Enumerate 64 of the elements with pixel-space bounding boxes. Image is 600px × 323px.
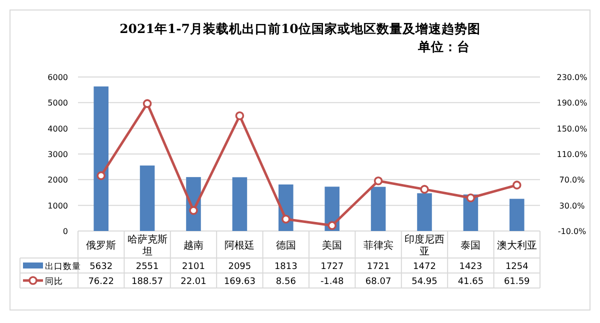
data-label: 1423 <box>459 262 482 272</box>
bar <box>140 166 155 231</box>
legend-label: 同比 <box>45 276 63 287</box>
x-tick-label: 德国 <box>276 240 296 252</box>
data-label: 1813 <box>274 262 298 272</box>
x-tick-label: 阿根廷 <box>224 240 255 252</box>
y-tick-label: 3000 <box>48 150 68 159</box>
y2-tick-label: 190.0% <box>556 98 588 108</box>
point <box>328 221 336 230</box>
x-tick-label: 印度尼西亚 <box>404 234 444 258</box>
data-label: 1472 <box>413 262 436 272</box>
x-tick-label: 美国 <box>322 240 342 252</box>
y-tick-label: 6000 <box>48 73 68 82</box>
data-label: 68.07 <box>365 277 392 287</box>
data-label: 2095 <box>228 262 252 272</box>
point <box>512 180 522 190</box>
point <box>235 111 244 120</box>
y-tick-label: 4000 <box>48 124 68 134</box>
x-tick-label: 菲律宾 <box>363 240 394 252</box>
bar <box>510 198 524 231</box>
point <box>189 206 198 215</box>
data-label: 1254 <box>505 262 529 272</box>
legend-label: 出口数量 <box>45 261 81 272</box>
x-tick-label: 俄罗斯 <box>86 240 116 252</box>
x-tick-label: 澳大利亚 <box>496 240 537 252</box>
x-tick-label: 越南 <box>184 240 204 252</box>
x-tick-label: 哈萨克斯坦 <box>127 234 168 258</box>
bar <box>94 86 108 231</box>
chart-subtitle: 单位：台 <box>417 39 470 54</box>
data-label: 2551 <box>136 262 159 272</box>
bar <box>417 193 432 231</box>
bar <box>370 186 386 231</box>
data-label: 22.01 <box>180 277 206 287</box>
y-tick-label: 5000 <box>48 98 68 108</box>
data-label: 41.65 <box>458 277 484 287</box>
y2-tick-label: 150.0% <box>556 124 588 134</box>
point <box>282 214 290 224</box>
data-label: -1.48 <box>320 277 344 287</box>
data-label: 76.22 <box>88 277 114 287</box>
y-tick-label: 0 <box>62 227 68 236</box>
bar <box>232 177 248 231</box>
data-label: 1721 <box>366 262 390 272</box>
data-label: 2101 <box>182 262 205 272</box>
y2-tick-label: 110.0% <box>556 150 588 159</box>
data-label: 1727 <box>320 262 344 272</box>
data-label: 169.63 <box>224 277 256 287</box>
data-label: 61.59 <box>504 277 530 287</box>
y2-tick-label: 230.0% <box>556 73 588 82</box>
point <box>420 184 429 194</box>
y2-tick-label: 70.0% <box>559 176 586 185</box>
x-tick-label: 泰国 <box>460 240 481 252</box>
data-label: 8.56 <box>276 277 296 287</box>
data-label: 54.95 <box>412 277 438 287</box>
data-label: 188.57 <box>132 277 164 287</box>
y2-tick-label: -10.0% <box>558 227 587 236</box>
y-tick-label: 1000 <box>48 201 68 210</box>
chart-title: 2021年1-7月装载机出口前10位国家或地区数量及增速趋势图 <box>120 21 480 36</box>
point <box>374 176 383 186</box>
y2-tick-label: 30.0% <box>559 201 586 210</box>
y-tick-label: 2000 <box>48 176 68 185</box>
point <box>96 171 106 180</box>
data-label: 5632 <box>90 262 113 272</box>
point <box>142 99 152 108</box>
point <box>466 193 476 202</box>
